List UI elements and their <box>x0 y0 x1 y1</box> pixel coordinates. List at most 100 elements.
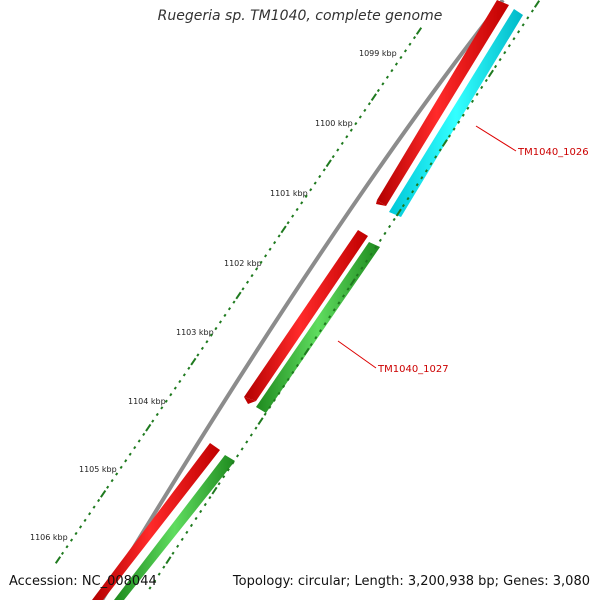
inner-minor-tick <box>452 127 456 131</box>
inner-minor-tick <box>318 329 323 333</box>
inner-major-tick <box>395 208 402 217</box>
outer-minor-tick <box>218 320 223 324</box>
outer-minor-tick <box>313 181 317 185</box>
inner-minor-tick <box>282 384 286 389</box>
inner-minor-tick <box>517 30 521 34</box>
outer-major-tick <box>415 27 423 35</box>
outer-minor-tick <box>403 49 408 53</box>
outer-minor-tick <box>214 326 218 331</box>
outer-minor-tick <box>65 545 69 549</box>
outer-minor-tick <box>160 406 164 410</box>
gene-tm1040-1027-reverse <box>256 242 380 413</box>
outer-minor-tick <box>390 69 394 73</box>
outer-minor-tick <box>110 479 114 483</box>
outer-minor-tick <box>137 439 141 443</box>
outer-minor-tick <box>385 75 389 79</box>
inner-minor-tick <box>466 106 470 110</box>
accession-label: Accession: NC_008044 <box>9 574 157 589</box>
outer-minor-tick <box>304 194 308 198</box>
genome-backbone <box>100 0 505 600</box>
outer-minor-tick <box>264 254 268 258</box>
outer-major-tick <box>280 225 287 234</box>
tick-label-1105: 1105 kbp <box>79 465 117 474</box>
inner-minor-tick <box>457 120 461 124</box>
tick-label-1103: 1103 kbp <box>176 328 214 337</box>
inner-minor-tick <box>286 377 290 382</box>
inner-minor-tick <box>277 391 281 395</box>
outer-minor-tick <box>232 300 236 304</box>
inner-minor-tick <box>263 412 267 416</box>
inner-minor-tick <box>217 482 221 486</box>
outer-minor-tick <box>223 313 227 317</box>
inner-minor-tick <box>295 363 299 368</box>
inner-minor-tick <box>503 51 507 55</box>
inner-minor-tick <box>521 23 525 27</box>
inner-minor-tick <box>235 454 240 458</box>
outer-minor-tick <box>92 505 96 509</box>
outer-minor-tick <box>245 280 250 284</box>
gene-tm1040-1027-forward-arrowhead <box>244 397 256 404</box>
outer-minor-tick <box>115 472 119 476</box>
inner-minor-tick <box>498 57 502 62</box>
inner-minor-tick <box>512 37 516 41</box>
gene-tm1040-1028-reverse <box>114 455 235 600</box>
inner-minor-tick <box>199 509 203 514</box>
inner-minor-tick <box>185 530 189 535</box>
tick-label-1104: 1104 kbp <box>128 397 166 406</box>
gene-label-connector-1026 <box>475 125 517 152</box>
outer-minor-tick <box>381 82 385 86</box>
outer-minor-tick <box>74 531 78 536</box>
gene-label-tm1040-1027: TM1040_1027 <box>377 364 449 375</box>
outer-minor-tick <box>250 274 254 278</box>
outer-minor-tick <box>79 525 83 529</box>
outer-major-tick <box>325 159 332 168</box>
outer-minor-tick <box>69 538 74 542</box>
gene-label-connector-1027 <box>337 340 377 369</box>
inner-minor-tick <box>148 586 152 590</box>
inner-tick-marks <box>148 0 541 590</box>
outer-minor-tick <box>182 373 186 377</box>
inner-minor-tick <box>245 440 249 444</box>
outer-minor-tick <box>254 267 259 271</box>
outer-minor-tick <box>300 201 304 205</box>
tick-label-1099: 1099 kbp <box>359 49 397 58</box>
inner-minor-tick <box>392 217 396 222</box>
outer-major-tick <box>145 423 152 432</box>
tick-label-1106: 1106 kbp <box>30 533 68 542</box>
inner-minor-tick <box>406 197 410 201</box>
inner-minor-tick <box>411 190 415 194</box>
outer-minor-tick <box>286 221 290 225</box>
outer-minor-tick <box>349 128 353 132</box>
outer-tick-marks <box>54 27 423 564</box>
inner-minor-tick <box>268 405 272 409</box>
outer-minor-tick <box>128 452 132 456</box>
outer-major-tick <box>235 291 242 300</box>
outer-minor-tick <box>268 247 272 251</box>
inner-major-tick <box>257 417 264 426</box>
inner-minor-tick <box>249 433 253 437</box>
gene-tm1040-1026-reverse <box>389 9 523 217</box>
inner-minor-tick <box>314 336 318 340</box>
inner-minor-tick <box>378 238 382 243</box>
outer-minor-tick <box>155 412 159 417</box>
outer-minor-tick <box>119 465 123 470</box>
inner-minor-tick <box>420 176 424 180</box>
inner-minor-tick <box>480 85 484 90</box>
outer-minor-tick <box>345 135 349 139</box>
outer-major-tick <box>190 357 197 366</box>
inner-minor-tick <box>176 544 180 548</box>
outer-minor-tick <box>151 419 155 423</box>
tick-label-1100: 1100 kbp <box>315 119 353 128</box>
inner-minor-tick <box>341 294 346 298</box>
inner-minor-tick <box>153 579 157 583</box>
outer-minor-tick <box>408 42 412 46</box>
outer-major-tick <box>370 93 377 101</box>
inner-minor-tick <box>369 252 373 256</box>
inner-major-tick <box>165 556 172 565</box>
inner-minor-tick <box>189 523 194 528</box>
inner-minor-tick <box>507 44 511 48</box>
inner-minor-tick <box>328 315 332 319</box>
outer-minor-tick <box>367 102 371 106</box>
outer-minor-tick <box>209 333 213 337</box>
